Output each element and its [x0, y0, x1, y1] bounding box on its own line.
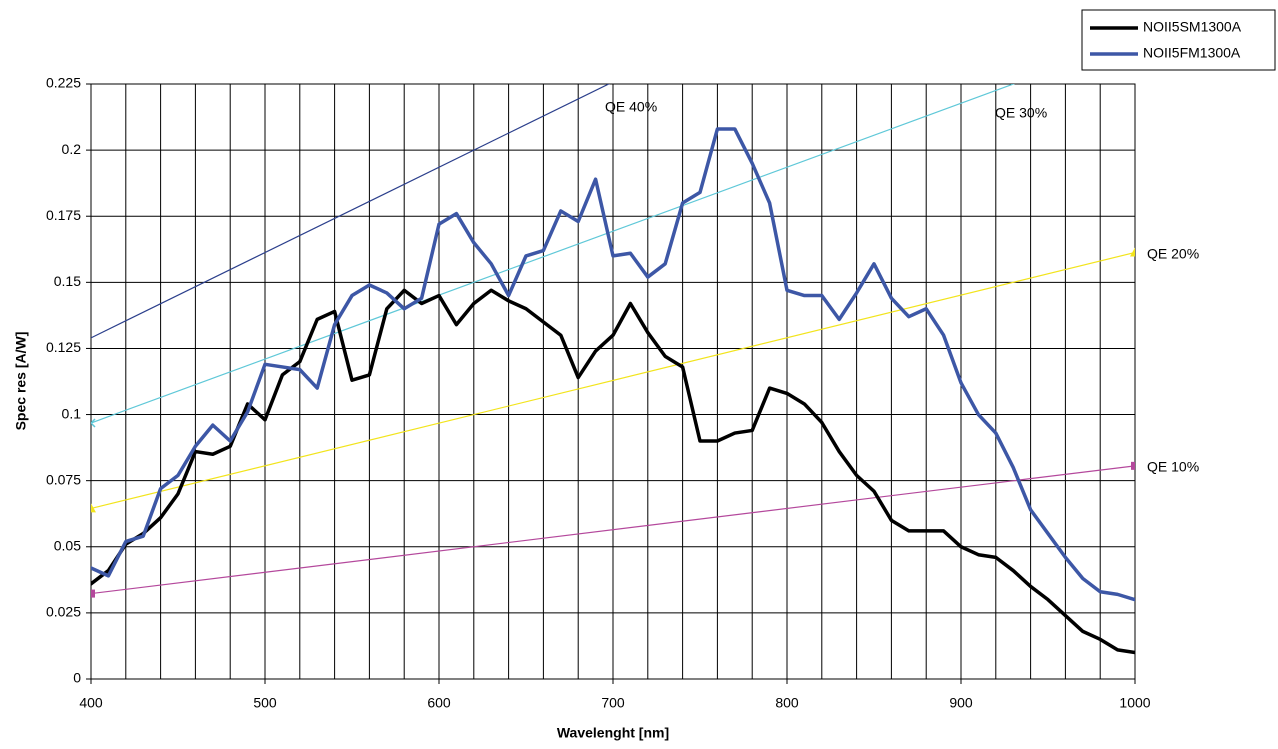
x-tick-label: 400	[79, 695, 103, 711]
x-tick-label: 900	[949, 695, 973, 711]
x-tick-label: 500	[253, 695, 277, 711]
qe-label: QE 10%	[1147, 459, 1199, 475]
y-tick-label: 0.225	[46, 75, 81, 91]
x-tick-label: 700	[601, 695, 625, 711]
y-tick-label: 0.175	[46, 207, 81, 223]
series-line	[91, 127, 1135, 602]
qe-marker	[1131, 461, 1135, 470]
qe-line	[91, 84, 611, 339]
x-tick-label: 800	[775, 695, 799, 711]
y-axis-title: Spec res [A/W]	[13, 332, 29, 431]
legend-label: NOII5FM1300A	[1143, 45, 1241, 61]
legend-label: NOII5SM1300A	[1143, 19, 1242, 35]
x-tick-label: 600	[427, 695, 451, 711]
y-tick-label: 0	[73, 670, 81, 686]
plot-border	[90, 83, 1136, 680]
qe-label: QE 30%	[995, 105, 1047, 121]
qe-marker	[91, 418, 96, 428]
x-tick-label: 1000	[1119, 695, 1150, 711]
y-tick-label: 0.15	[54, 273, 81, 289]
y-tick-label: 0.125	[46, 339, 81, 355]
y-tick-label: 0.075	[46, 471, 81, 487]
qe-line	[91, 251, 1135, 510]
qe-marker	[91, 589, 95, 598]
y-tick-label: 0.2	[62, 141, 82, 157]
legend-box	[1081, 9, 1276, 71]
y-tick-label: 0.025	[46, 604, 81, 620]
x-axis-title: Wavelenght [nm]	[557, 725, 669, 741]
qe-marker	[91, 503, 96, 513]
y-tick-label: 0.05	[54, 537, 81, 553]
qe-label: QE 20%	[1147, 246, 1199, 262]
qe-label: QE 40%	[605, 99, 657, 115]
qe-line	[91, 84, 1016, 424]
y-tick-label: 0.1	[62, 405, 82, 421]
qe-marker	[1130, 247, 1135, 257]
qe-line	[91, 465, 1135, 595]
plot-layer	[91, 84, 1135, 655]
series-line	[91, 288, 1135, 655]
